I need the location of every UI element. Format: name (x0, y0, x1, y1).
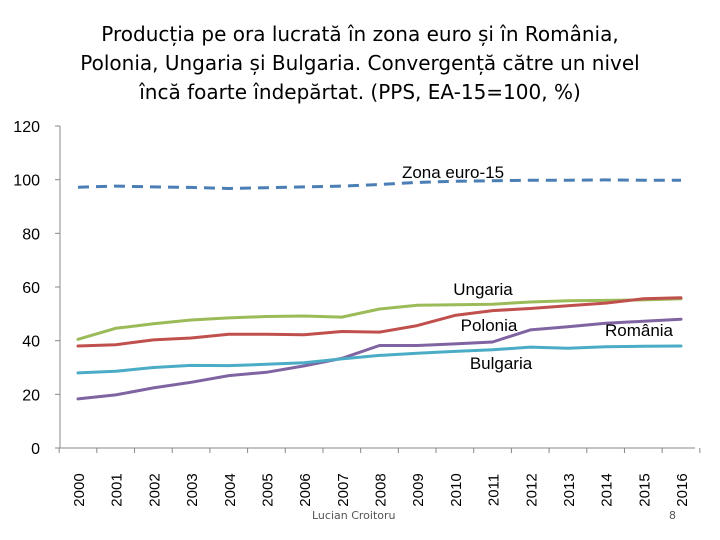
series-label: Bulgaria (470, 354, 533, 373)
y-tick-label: 0 (31, 441, 40, 458)
x-tick-label: 2016 (674, 473, 691, 506)
series-line-ungaria (76, 297, 683, 341)
series-label: Zona euro-15 (402, 163, 504, 182)
title-line-2: Polonia, Ungaria și Bulgaria. Convergenț… (80, 51, 640, 75)
x-tick-label: 2000 (71, 473, 88, 506)
x-tick-label: 2011 (486, 474, 503, 506)
series-label: Ungaria (453, 280, 513, 299)
x-tick-label: 2006 (297, 473, 314, 506)
series-line-bulgaria (76, 344, 683, 375)
x-tick-label: 2012 (523, 473, 540, 506)
y-tick-label: 100 (13, 173, 40, 190)
y-tick-label: 60 (22, 280, 40, 297)
series-label: Polonia (461, 316, 518, 335)
y-tick-label: 80 (22, 226, 40, 243)
chart-title: Producția pe ora lucrată în zona euro și… (40, 20, 680, 107)
series-line-zona-euro-15 (77, 178, 681, 190)
series-layer (76, 178, 683, 401)
y-tick-label: 20 (22, 387, 40, 404)
author-footer: Lucian Croitoru (312, 509, 396, 522)
x-tick-label: 2015 (636, 473, 653, 506)
x-tick-label: 2007 (335, 473, 352, 506)
page-number: 8 (669, 509, 676, 522)
x-tick-label: 2003 (184, 473, 201, 506)
axes: 0 20 40 60 80 100 120 2000 2001 2002 2003 2004 2005 2… (13, 119, 701, 507)
x-tick-label: 2005 (259, 473, 276, 506)
x-tick-label: 2013 (561, 473, 578, 506)
series-line-rom-nia (76, 317, 683, 401)
x-tick-label: 2009 (410, 473, 427, 506)
x-tick-label: 2008 (373, 473, 390, 506)
title-line-3: încă foarte îndepărtat. (PPS, EA-15=100,… (139, 80, 581, 104)
y-tick-label: 120 (13, 119, 40, 136)
x-tick-label: 2014 (599, 473, 616, 506)
title-line-1: Producția pe ora lucrată în zona euro și… (101, 22, 619, 46)
x-tick-label: 2002 (146, 473, 163, 506)
series-label: România (605, 321, 674, 340)
x-tick-label: 2001 (109, 473, 126, 506)
series-labels: Zona euro-15 Ungaria Polonia România Bulgari… (402, 163, 674, 373)
y-tick-label: 40 (22, 334, 40, 351)
x-tick-label: 2010 (448, 473, 465, 506)
x-tick-label: 2004 (222, 473, 239, 506)
series-line-polonia (76, 296, 683, 348)
